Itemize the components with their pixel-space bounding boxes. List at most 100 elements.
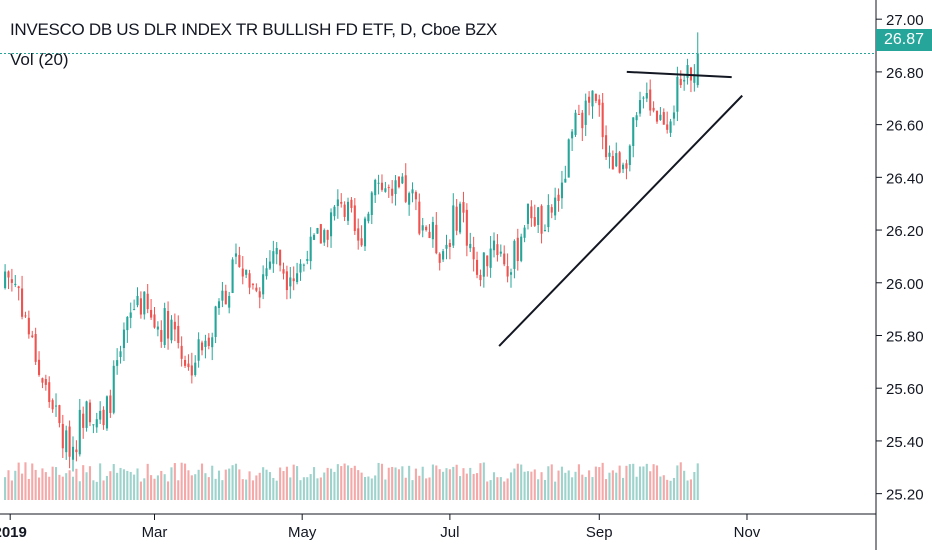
volume-bar (540, 472, 543, 500)
candles (4, 32, 699, 472)
candle-body (421, 225, 424, 231)
volume-bar (506, 478, 509, 500)
volume-bar (217, 470, 221, 500)
candle-body (68, 426, 71, 457)
candle-body (200, 342, 204, 351)
volume-bar (319, 477, 322, 500)
volume-bar (601, 462, 604, 500)
candle-body (34, 333, 37, 362)
volume-bar (194, 474, 197, 500)
candle-body (564, 178, 567, 183)
candle-body (251, 284, 255, 286)
candle-body (85, 401, 88, 428)
candle-body (207, 337, 210, 347)
candle-body (350, 199, 353, 208)
volume-bar (689, 479, 693, 500)
volume-bar (313, 467, 316, 500)
volume-bar (173, 463, 176, 500)
volume-bar (92, 480, 95, 500)
candle-body (167, 311, 170, 339)
volume-bar (17, 462, 20, 500)
candle-body (61, 423, 64, 449)
candle-body (173, 321, 176, 330)
volume-bar (550, 464, 553, 500)
volume-bar (14, 470, 17, 500)
candle-body (99, 410, 102, 420)
x-axis-ticks: 2019 Mar May Jul Sep Nov (0, 514, 761, 541)
candle-body (618, 152, 621, 173)
candle-body (302, 264, 305, 266)
volume-bars (4, 462, 699, 500)
volume-bar (455, 464, 458, 500)
volume-bar (238, 469, 241, 500)
volume-bar (445, 468, 448, 500)
volume-bar (533, 469, 536, 500)
candle-body (221, 290, 224, 301)
candle-body (537, 207, 540, 225)
candle-body (21, 288, 24, 317)
volume-bar (228, 468, 231, 500)
candle-body (211, 337, 214, 348)
candle-body (408, 193, 411, 205)
candle-body (635, 115, 638, 121)
candle-body (683, 79, 686, 82)
chart-title: INVESCO DB US DLR INDEX TR BULLISH FD ET… (10, 20, 497, 39)
volume-bar (642, 466, 645, 500)
candle-body (557, 194, 560, 201)
volume-bar (231, 465, 234, 500)
volume-bar (296, 466, 299, 500)
volume-bar (628, 464, 631, 500)
candle-body (530, 206, 533, 219)
volume-bar (197, 469, 200, 500)
candle-body (543, 230, 547, 232)
candle-body (489, 248, 492, 268)
volume-bar (543, 479, 547, 500)
volume-bar (350, 467, 353, 500)
candle-body (231, 259, 234, 294)
candle-body (370, 192, 373, 215)
volume-bar (146, 463, 149, 500)
candle-body (27, 317, 30, 335)
volume-bar (659, 476, 662, 500)
candle-body (693, 74, 696, 83)
volume-bar (605, 479, 608, 500)
candle-body (601, 102, 604, 138)
candle-body (391, 188, 394, 196)
volume-bar (530, 471, 533, 500)
candle-body (452, 205, 455, 246)
volume-bar (207, 477, 210, 500)
volume-bar (571, 477, 574, 500)
candle-body (285, 271, 288, 291)
volume-bar (374, 475, 377, 500)
candle-body (95, 419, 98, 428)
volume-bar (105, 475, 109, 500)
candle-body (397, 176, 401, 188)
candle-body (268, 261, 271, 269)
volume-bar (459, 476, 462, 500)
candle-body (645, 92, 648, 99)
volume-bar (594, 466, 597, 500)
candle-body (605, 135, 608, 158)
candle-body (146, 293, 149, 310)
candle-body (475, 259, 479, 275)
candle-body (554, 197, 557, 216)
candle-body (24, 315, 27, 317)
volume-bar (170, 467, 173, 500)
candle-body (577, 113, 580, 115)
volume-bar (316, 478, 319, 500)
volume-bar (588, 470, 591, 500)
volume-bar (584, 476, 587, 500)
volume-bar (686, 480, 689, 500)
x-tick-label: Sep (586, 524, 613, 541)
volume-bar (61, 476, 64, 500)
candle-body (289, 277, 292, 287)
volume-bar (177, 480, 180, 500)
volume-bar (618, 465, 621, 500)
volume-bar (625, 465, 628, 500)
volume-bar (133, 474, 136, 500)
y-tick-label: 27.00 (886, 12, 924, 29)
volume-bar (394, 467, 397, 500)
volume-bar (282, 471, 285, 500)
volume-bar (465, 473, 468, 500)
